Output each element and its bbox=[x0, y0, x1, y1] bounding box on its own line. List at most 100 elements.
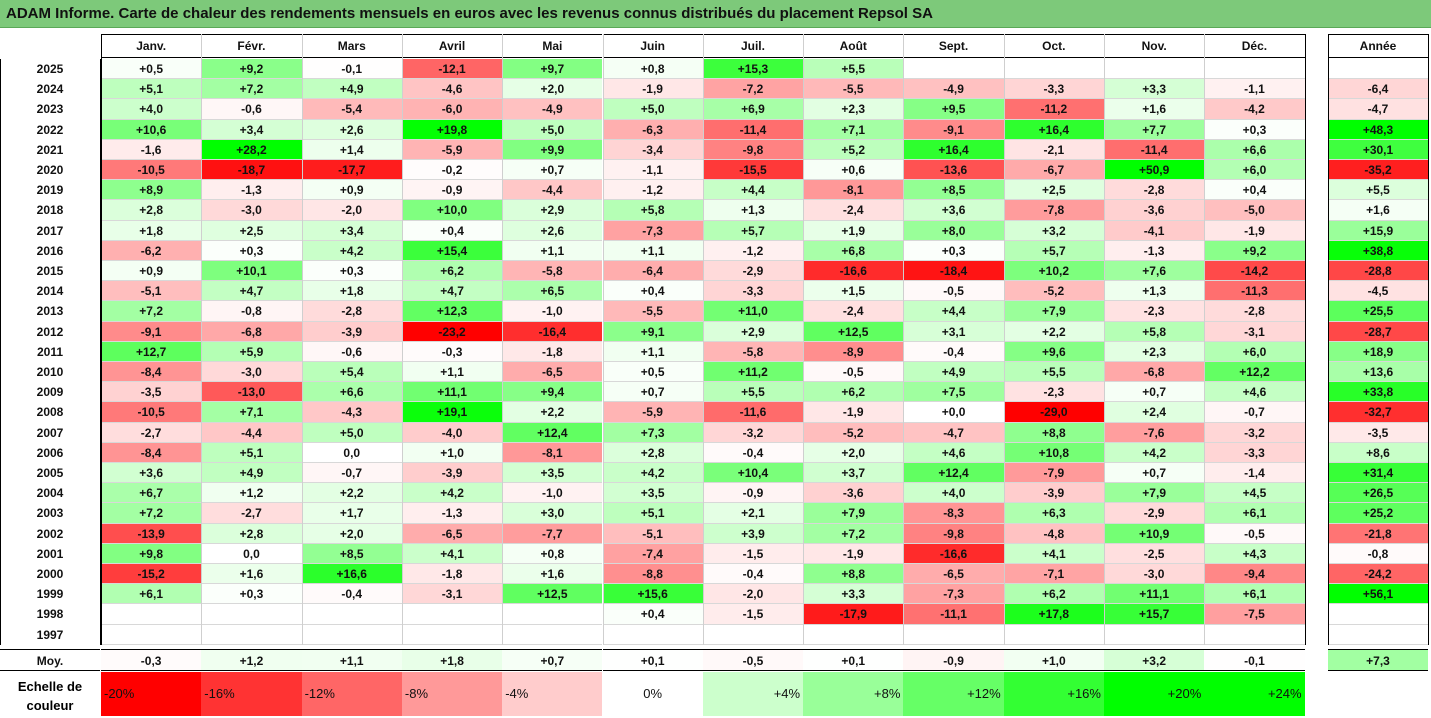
heatmap-cell: +3,6 bbox=[101, 463, 202, 484]
heatmap-cell: -3,9 bbox=[1003, 483, 1104, 504]
heatmap-cell: -4,3 bbox=[301, 402, 402, 423]
row-year-label: 2000 bbox=[36, 567, 64, 581]
heatmap-cell: -0,4 bbox=[301, 584, 402, 605]
heatmap-cell: +1,1 bbox=[602, 341, 703, 362]
heatmap-cell: +0,7 bbox=[602, 382, 703, 403]
heatmap-cell: +5,5 bbox=[1003, 362, 1104, 383]
heatmap-cell: -7,8 bbox=[1003, 200, 1104, 221]
heatmap-cell: -1,3 bbox=[1104, 240, 1205, 261]
row-year-label: 2004 bbox=[36, 486, 64, 501]
row-year-label: 2005 bbox=[36, 466, 64, 480]
row-year-label: 2023 bbox=[36, 102, 64, 117]
heatmap-cell: +12,5 bbox=[803, 321, 904, 342]
heatmap-cell: +8,0 bbox=[903, 220, 1004, 241]
heatmap-cell: +0,4 bbox=[602, 604, 703, 625]
heatmap-cell: +4,4 bbox=[903, 301, 1004, 322]
heatmap-cell: +0,3 bbox=[903, 240, 1004, 261]
average-cell: -0,5 bbox=[702, 648, 804, 671]
legend-swatch: +12% bbox=[903, 672, 1004, 716]
average-row-label: Moy. bbox=[0, 648, 100, 671]
chart-title: ADAM Informe. Carte de chaleur des rende… bbox=[0, 0, 1431, 28]
heatmap-cell: -0,9 bbox=[401, 180, 503, 201]
annual-cell: -28,7 bbox=[1328, 321, 1428, 342]
heatmap-cell: +5,2 bbox=[803, 139, 904, 160]
heatmap-cell: -0,6 bbox=[201, 99, 302, 120]
heatmap-cell: +3,7 bbox=[803, 463, 904, 484]
row-year-label: 2011 bbox=[36, 344, 64, 359]
heatmap-cell: -1,2 bbox=[602, 180, 703, 201]
legend-swatch: +16% bbox=[1003, 672, 1104, 716]
heatmap-cell bbox=[1104, 624, 1205, 645]
heatmap-cell: -9,1 bbox=[903, 119, 1004, 140]
heatmap-cell: -1,9 bbox=[602, 79, 703, 100]
heatmap-cell: -6,5 bbox=[903, 564, 1004, 585]
heatmap-cell: +1,2 bbox=[201, 483, 302, 504]
heatmap-cell: +1,1 bbox=[401, 362, 503, 383]
heatmap-cell: -2,5 bbox=[1104, 543, 1205, 564]
heatmap-cell: +2,8 bbox=[602, 442, 703, 463]
heatmap-cell: +11,2 bbox=[702, 362, 804, 383]
average-annual-cell: +7,3 bbox=[1328, 648, 1428, 671]
heatmap-cell: -6,2 bbox=[101, 240, 202, 261]
heatmap-cell: -2,9 bbox=[1104, 503, 1205, 524]
heatmap-cell: -2,8 bbox=[1204, 301, 1305, 322]
heatmap-cell: +8,5 bbox=[301, 543, 402, 564]
heatmap-cell: +1,6 bbox=[1104, 99, 1205, 120]
heatmap-cell: +2,4 bbox=[1104, 402, 1205, 423]
heatmap-cell: -11,6 bbox=[702, 402, 804, 423]
heatmap-cell: -17,9 bbox=[803, 604, 904, 625]
heatmap-cell: +7,1 bbox=[803, 119, 904, 140]
heatmap-cell: -1,6 bbox=[101, 139, 202, 160]
heatmap-cell: -0,2 bbox=[401, 160, 503, 181]
heatmap-cell: -29,0 bbox=[1003, 402, 1104, 423]
heatmap-cell: 0,0 bbox=[301, 442, 402, 463]
heatmap-cell: -8,8 bbox=[602, 564, 703, 585]
heatmap-cell: +5,8 bbox=[602, 200, 703, 221]
heatmap-cell: +16,6 bbox=[301, 564, 402, 585]
heatmap-cell: +7,7 bbox=[1104, 119, 1205, 140]
heatmap-cell: -7,1 bbox=[1003, 564, 1104, 585]
heatmap-cell: +1,7 bbox=[301, 503, 402, 524]
average-cell: +1,0 bbox=[1003, 648, 1104, 671]
average-cell: +1,8 bbox=[401, 648, 503, 671]
heatmap-cell: -9,1 bbox=[101, 321, 202, 342]
heatmap-cell: -3,3 bbox=[1003, 79, 1104, 100]
heatmap-cell: +3,0 bbox=[502, 503, 603, 524]
legend-swatch: +24% bbox=[1204, 672, 1305, 716]
heatmap-cell: +7,9 bbox=[803, 503, 904, 524]
heatmap-cell: -3,1 bbox=[401, 584, 503, 605]
row-year-label: 2008 bbox=[36, 405, 64, 420]
heatmap-cell bbox=[1003, 624, 1104, 645]
heatmap-cell: -15,5 bbox=[702, 160, 804, 181]
heatmap-cell: +4,9 bbox=[201, 463, 302, 484]
row-year-label: 2015 bbox=[36, 264, 64, 278]
heatmap-cell: +3,5 bbox=[502, 463, 603, 484]
heatmap-cell: +0,3 bbox=[201, 584, 302, 605]
heatmap-cell: +6,1 bbox=[101, 584, 202, 605]
heatmap-cell: -13,9 bbox=[101, 523, 202, 544]
average-cell: -0,9 bbox=[903, 648, 1004, 671]
heatmap-cell: -12,1 bbox=[401, 59, 503, 80]
heatmap-cell: -0,6 bbox=[301, 341, 402, 362]
heatmap-cell: -1,4 bbox=[1204, 463, 1305, 484]
heatmap-cell: +12,2 bbox=[1204, 362, 1305, 383]
heatmap-cell: -7,9 bbox=[1003, 463, 1104, 484]
heatmap-cell: +4,0 bbox=[101, 99, 202, 120]
annual-cell: -24,2 bbox=[1328, 564, 1428, 585]
heatmap-cell: +1,0 bbox=[401, 442, 503, 463]
heatmap-cell: +0,3 bbox=[301, 261, 402, 282]
heatmap-cell: +1,8 bbox=[101, 220, 202, 241]
heatmap-cell: +2,2 bbox=[1003, 321, 1104, 342]
heatmap-cell: +0,0 bbox=[903, 402, 1004, 423]
heatmap-cell: +2,8 bbox=[101, 200, 202, 221]
heatmap-cell bbox=[401, 604, 503, 625]
heatmap-cell: +4,6 bbox=[1204, 382, 1305, 403]
column-header: Mai bbox=[502, 34, 603, 58]
grid-line bbox=[1428, 34, 1429, 645]
average-cell: +0,1 bbox=[803, 648, 904, 671]
average-cell: +1,2 bbox=[201, 648, 302, 671]
heatmap-cell: +0,6 bbox=[803, 160, 904, 181]
legend-swatch: +4% bbox=[702, 672, 804, 716]
heatmap-cell: -8,4 bbox=[101, 362, 202, 383]
column-header: Sept. bbox=[903, 34, 1004, 58]
